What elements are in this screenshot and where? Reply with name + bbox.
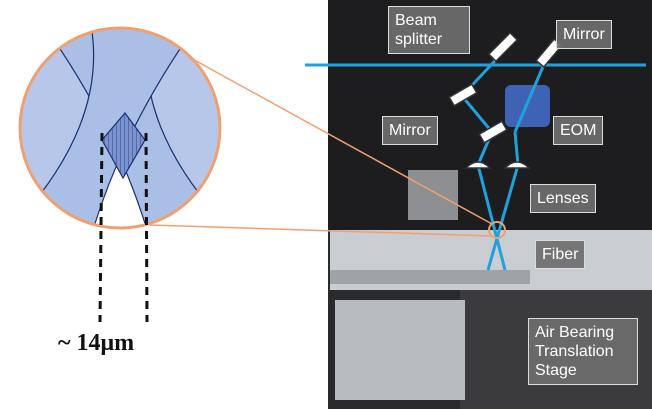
figure: Beam splitter Mirror Mirror EOM Lenses F… bbox=[0, 0, 652, 409]
label: Lenses bbox=[530, 184, 596, 213]
floor bbox=[335, 300, 465, 400]
rail bbox=[330, 270, 530, 284]
label: Mirror bbox=[556, 20, 612, 49]
label: EOM bbox=[553, 116, 603, 145]
label: Air Bearing Translation Stage bbox=[528, 318, 638, 385]
label: Beam splitter bbox=[388, 6, 470, 54]
width-marker bbox=[146, 133, 147, 322]
label: Fiber bbox=[535, 240, 585, 269]
mount bbox=[408, 170, 458, 220]
label: Mirror bbox=[382, 116, 438, 145]
scale-label: ~ 14μm bbox=[58, 330, 134, 357]
